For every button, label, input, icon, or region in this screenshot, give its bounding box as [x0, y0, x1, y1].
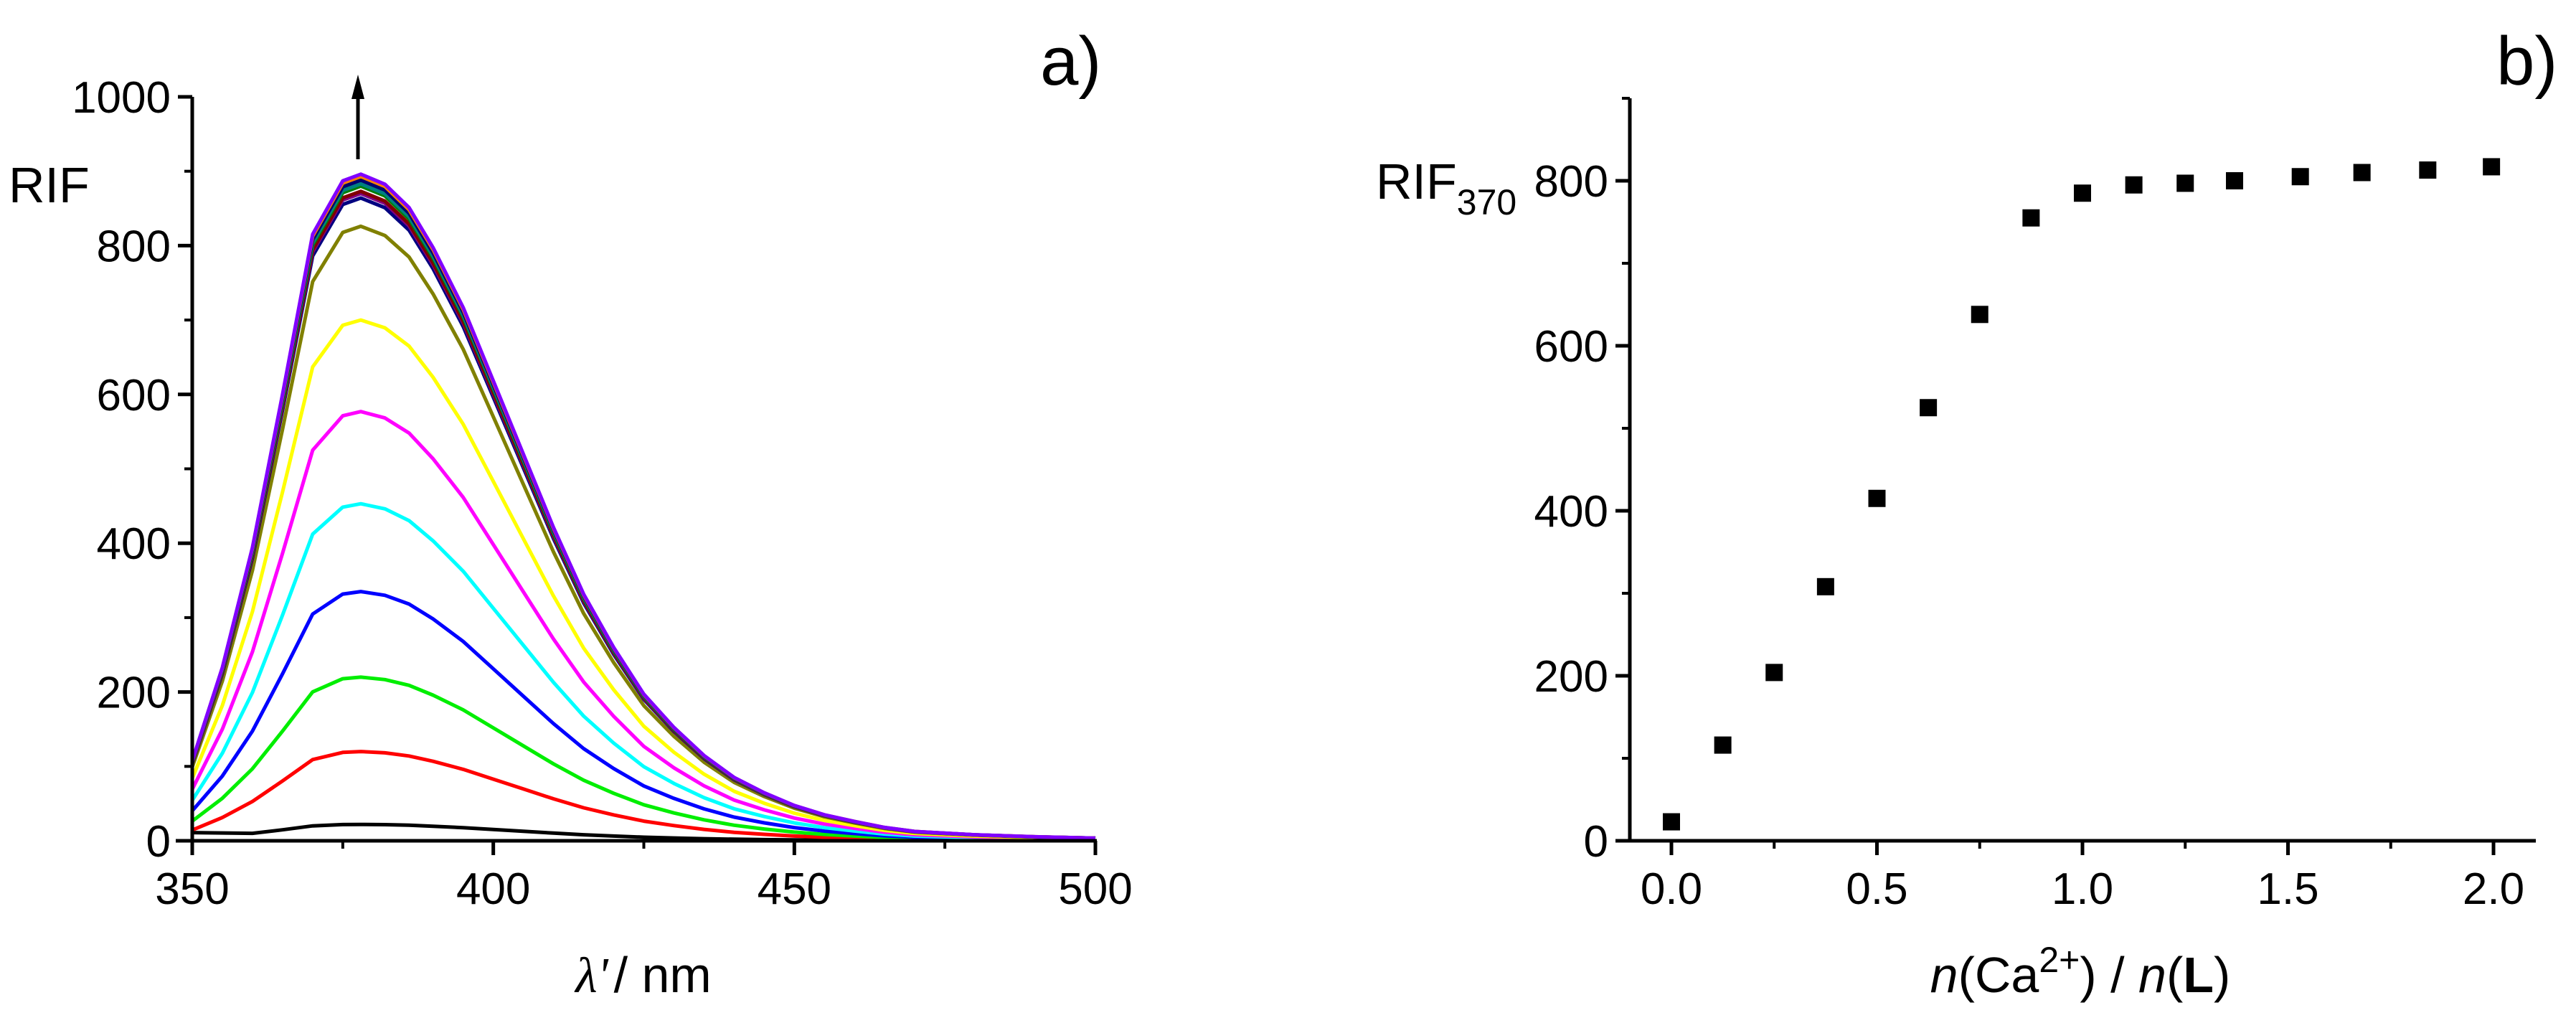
x-tick-label: 400 [456, 864, 530, 914]
spectrum-line [190, 189, 1096, 840]
x-tick-label: 500 [1058, 864, 1132, 914]
panel-b-xlabel: n(Ca2+) / n(L) [1930, 940, 2231, 1003]
y-tick-label: 0 [1584, 817, 1608, 867]
data-point-square [1816, 578, 1834, 595]
data-point-square [2353, 164, 2371, 182]
panel-b-axes: 0.0 0.5 1.0 1.5 2.0 0 200 400 600 800 [1534, 97, 2536, 914]
y-tick-label: 1000 [72, 73, 171, 123]
spectrum-line [190, 184, 1096, 840]
spectrum-line [192, 750, 1096, 842]
x-tick-label: 350 [155, 864, 229, 914]
data-point-square [2226, 172, 2244, 189]
spectrum-line [191, 590, 1096, 842]
panel-b-ylabel: RIF370 [1376, 154, 1516, 222]
y-tick-label: 400 [1534, 487, 1608, 537]
spectra-curves [190, 172, 1096, 843]
data-point-square [1765, 664, 1783, 682]
panel-a-emission-spectra: 350 400 450 500 0 200 400 600 800 1000 RIF λ' / nm… [9, 23, 1133, 1004]
titration-points [1663, 158, 2501, 831]
data-point-square [2176, 174, 2194, 192]
data-point-square [2419, 161, 2437, 179]
x-tick-label: 0.5 [1846, 864, 1907, 914]
spectrum-line [190, 318, 1096, 841]
data-point-square [2291, 168, 2309, 186]
data-point-square [2483, 158, 2501, 176]
x-tick-label: 1.0 [2052, 864, 2113, 914]
panel-a-tag: a) [1040, 23, 1101, 100]
data-point-square [1663, 813, 1680, 831]
spectrum-line [191, 675, 1096, 842]
spectrum-line [190, 192, 1096, 840]
x-tick-label: 1.5 [2257, 864, 2318, 914]
data-point-square [1920, 399, 1938, 417]
y-tick-label: 200 [1534, 652, 1608, 702]
y-tick-label: 800 [97, 222, 171, 271]
data-point-square [2125, 176, 2143, 194]
data-point-square [1971, 306, 1988, 324]
y-tick-label: 600 [97, 371, 171, 420]
y-tick-label: 600 [1534, 322, 1608, 372]
spectrum-line [190, 178, 1096, 840]
spectrum-line [190, 174, 1096, 840]
data-point-square [2022, 209, 2040, 227]
data-point-square [1868, 489, 1886, 507]
spectrum-line [190, 410, 1096, 842]
panel-a-ylabel: RIF [9, 157, 90, 213]
spectrum-line [190, 501, 1096, 842]
data-point-square [2074, 184, 2091, 202]
x-tick-label: 0.0 [1641, 864, 1702, 914]
panel-a-axes: 350 400 450 500 0 200 400 600 800 1000 [72, 73, 1133, 914]
x-tick-label: 450 [758, 864, 831, 914]
spectrum-line [190, 172, 1096, 840]
y-tick-label: 200 [97, 669, 171, 718]
panel-b-titration-plot: 0.0 0.5 1.0 1.5 2.0 0 200 400 600 800 RIF370 n(Ca… [1376, 23, 2557, 1003]
spectrum-line [190, 182, 1096, 840]
panel-a-xlabel: λ' / nm [574, 947, 711, 1004]
spectrum-line [190, 196, 1096, 840]
increase-arrow-icon [352, 75, 364, 159]
x-tick-label: 2.0 [2463, 864, 2524, 914]
y-tick-label: 800 [1534, 157, 1608, 207]
panel-b-tag: b) [2496, 23, 2557, 100]
y-tick-label: 0 [146, 817, 171, 867]
y-tick-label: 400 [97, 519, 171, 569]
data-point-square [1714, 736, 1732, 754]
